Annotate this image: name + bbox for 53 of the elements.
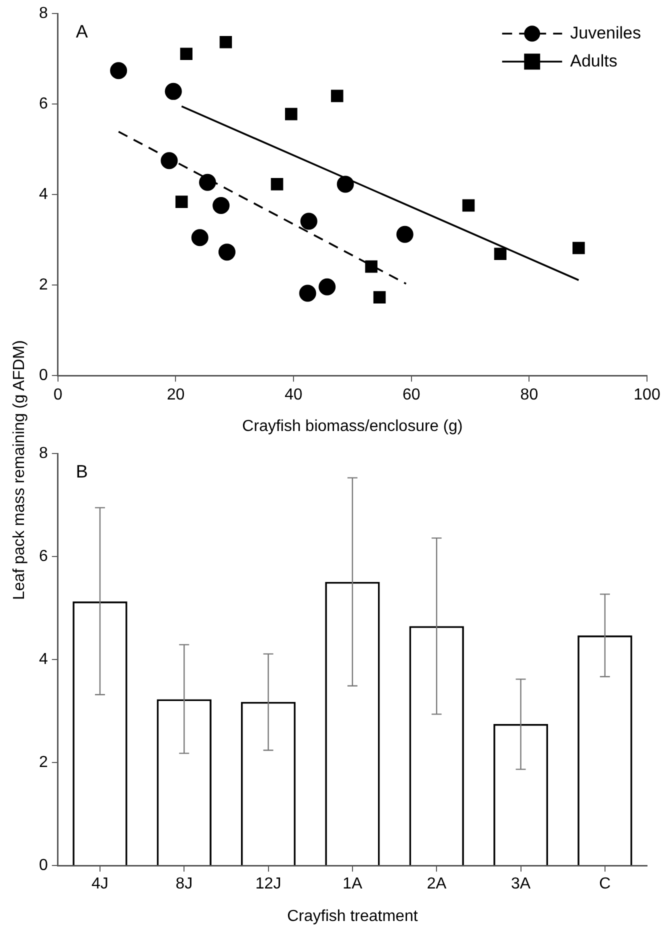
annotation: A bbox=[76, 22, 88, 42]
point bbox=[191, 229, 208, 246]
y-tick-label: 4 bbox=[38, 186, 48, 204]
y-tick-label: 0 bbox=[38, 367, 48, 384]
point bbox=[164, 82, 182, 100]
point bbox=[330, 90, 344, 102]
y-tick-label: 8 bbox=[38, 5, 48, 22]
y-tick-label: 6 bbox=[38, 96, 48, 113]
point bbox=[494, 248, 506, 260]
x-tick-label: 100 bbox=[634, 386, 660, 404]
x-tick-label: 80 bbox=[520, 386, 538, 404]
y-tick-label: 0 bbox=[38, 857, 48, 874]
point bbox=[299, 284, 316, 302]
point bbox=[270, 178, 284, 190]
x-tick-label: 3A bbox=[510, 876, 531, 893]
x-axis-title: Crayfish biomass/enclosure (g) bbox=[242, 418, 463, 435]
point bbox=[300, 212, 318, 230]
legend-label: Adults bbox=[570, 51, 618, 70]
point bbox=[572, 242, 585, 254]
x-axis-title: Crayfish treatment bbox=[287, 908, 418, 925]
point bbox=[365, 260, 378, 273]
point bbox=[160, 152, 178, 170]
y-tick-label: 4 bbox=[38, 651, 48, 668]
y-tick-label: 6 bbox=[38, 548, 48, 566]
point bbox=[110, 62, 128, 80]
point bbox=[220, 36, 232, 48]
x-tick-label: 40 bbox=[284, 386, 303, 404]
point bbox=[396, 226, 414, 243]
x-tick-label: 2A bbox=[426, 876, 447, 893]
x-tick-label: 12J bbox=[255, 876, 282, 893]
point bbox=[373, 291, 386, 304]
point bbox=[199, 174, 216, 191]
x-tick-label: 8J bbox=[176, 876, 193, 893]
legend-label: Juveniles bbox=[570, 23, 642, 42]
x-tick-label: 0 bbox=[53, 386, 62, 404]
x-tick-label: C bbox=[599, 876, 611, 893]
y-tick-label: 2 bbox=[38, 754, 48, 772]
point bbox=[318, 278, 336, 296]
y-tick-label: 2 bbox=[38, 276, 48, 294]
point bbox=[212, 196, 230, 214]
point bbox=[285, 108, 298, 120]
x-tick-label: 60 bbox=[402, 386, 420, 404]
annotation: B bbox=[76, 462, 88, 482]
point bbox=[336, 176, 354, 193]
point bbox=[180, 48, 192, 60]
point bbox=[175, 196, 188, 208]
x-tick-label: 20 bbox=[166, 386, 185, 404]
point bbox=[462, 199, 475, 212]
y-tick-label: 8 bbox=[38, 445, 48, 462]
y-axis-title: Leaf pack mass remaining (g AFDM) bbox=[11, 340, 29, 600]
point bbox=[218, 244, 236, 261]
x-tick-label: 1A bbox=[342, 876, 363, 893]
x-tick-label: 4J bbox=[92, 876, 108, 893]
